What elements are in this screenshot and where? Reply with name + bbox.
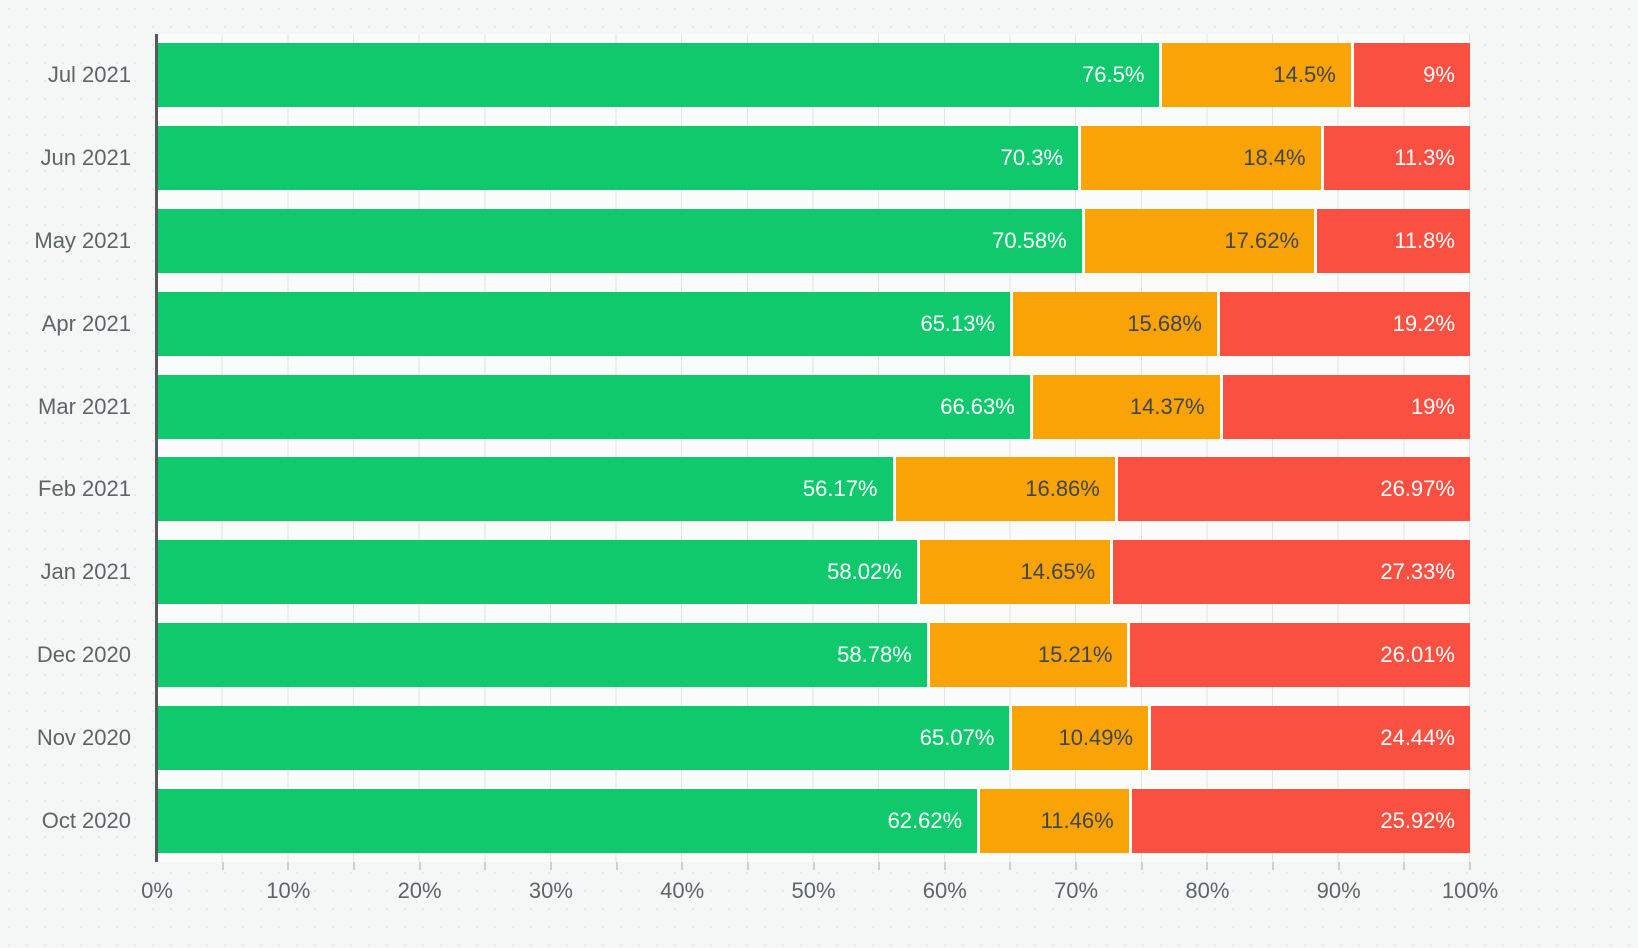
y-axis-label: Jan 2021 — [40, 559, 131, 585]
orange-segment[interactable]: 15.21% — [929, 623, 1128, 687]
x-axis-tick — [1075, 862, 1078, 870]
y-axis-label: Mar 2021 — [38, 393, 131, 419]
green-segment[interactable]: 58.78% — [157, 623, 927, 687]
x-axis-tick — [1337, 862, 1340, 870]
y-axis-line — [155, 34, 158, 862]
x-axis-tick — [943, 862, 946, 870]
bar-row: 56.17% 16.86% 26.97% — [157, 457, 1470, 522]
red-segment[interactable]: 26.01% — [1130, 623, 1470, 687]
bar-row: 58.78% 15.21% 26.01% — [157, 623, 1470, 687]
red-segment[interactable]: 25.92% — [1131, 788, 1470, 853]
x-axis-tick — [812, 862, 815, 870]
orange-segment[interactable]: 18.4% — [1081, 126, 1321, 191]
green-segment[interactable]: 62.62% — [157, 788, 978, 853]
orange-segment[interactable]: 14.5% — [1162, 43, 1351, 108]
y-axis-label: Jul 2021 — [47, 62, 131, 88]
plot-area: 76.5% 14.5% 9% 70.3% 18.4% 11.3% 70.58% 17.62% 1… — [157, 34, 1471, 862]
green-segment[interactable]: 76.5% — [157, 43, 1160, 108]
red-segment[interactable]: 11.8% — [1317, 209, 1470, 273]
orange-segment[interactable]: 14.65% — [919, 540, 1111, 605]
bar-row: 70.3% 18.4% 11.3% — [157, 126, 1470, 191]
x-axis-tick-label: 100% — [1441, 878, 1499, 903]
green-segment[interactable]: 65.13% — [157, 291, 1011, 356]
red-segment[interactable]: 27.33% — [1113, 540, 1470, 605]
y-axis-label: Nov 2020 — [36, 724, 131, 750]
orange-segment[interactable]: 15.68% — [1013, 291, 1217, 356]
orange-segment[interactable]: 10.49% — [1012, 705, 1149, 770]
x-axis-tick — [484, 862, 487, 870]
red-segment[interactable]: 19.2% — [1219, 291, 1471, 356]
x-axis-tick-label: 50% — [791, 878, 836, 903]
red-segment[interactable]: 24.44% — [1151, 705, 1470, 770]
orange-segment[interactable]: 17.62% — [1084, 209, 1315, 273]
x-axis-tick-label: 90% — [1316, 878, 1361, 903]
green-segment[interactable]: 70.3% — [157, 126, 1079, 191]
x-axis-tick-label: 20% — [397, 878, 442, 903]
orange-segment[interactable]: 11.46% — [980, 788, 1129, 853]
green-segment[interactable]: 56.17% — [157, 457, 893, 522]
x-axis-tick — [221, 862, 224, 870]
x-axis-tick — [1206, 862, 1209, 870]
x-axis-tick — [615, 862, 618, 870]
x-axis-tick — [287, 862, 290, 870]
red-segment[interactable]: 9% — [1353, 43, 1470, 108]
bar-row: 66.63% 14.37% 19% — [157, 374, 1470, 439]
x-axis-tick-label: 10% — [266, 878, 311, 903]
x-axis-tick — [1272, 862, 1275, 870]
green-segment[interactable]: 58.02% — [157, 540, 917, 605]
y-axis-label: Jun 2021 — [40, 145, 131, 171]
green-segment[interactable]: 65.07% — [157, 705, 1010, 770]
y-axis-label: Dec 2020 — [36, 642, 131, 667]
bar-row: 76.5% 14.5% 9% — [157, 43, 1470, 108]
x-axis-tick — [549, 862, 552, 870]
y-axis-label: May 2021 — [34, 228, 131, 253]
x-axis-tick-label: 0% — [141, 878, 173, 903]
bar-row: 65.13% 15.68% 19.2% — [157, 291, 1471, 356]
x-axis-tick — [1403, 862, 1406, 870]
x-axis-tick — [1469, 862, 1471, 870]
green-segment[interactable]: 70.58% — [157, 209, 1082, 273]
bar-row: 70.58% 17.62% 11.8% — [157, 209, 1470, 273]
x-axis-tick — [418, 862, 421, 870]
bar-row: 65.07% 10.49% 24.44% — [157, 705, 1470, 770]
y-axis-label: Oct 2020 — [41, 807, 131, 833]
orange-segment[interactable]: 14.37% — [1032, 374, 1220, 439]
x-axis-tick-label: 80% — [1185, 878, 1230, 903]
x-axis-tick — [746, 862, 749, 870]
x-axis-tick — [1009, 862, 1012, 870]
red-segment[interactable]: 26.97% — [1117, 457, 1470, 522]
x-axis-tick-label: 60% — [922, 878, 967, 903]
y-axis-label: Feb 2021 — [38, 476, 131, 502]
x-axis-tick-label: 70% — [1054, 878, 1099, 903]
x-axis-tick — [1140, 862, 1143, 870]
green-segment[interactable]: 66.63% — [157, 374, 1030, 439]
y-axis-label: Apr 2021 — [41, 310, 131, 336]
x-axis-tick-label: 40% — [660, 878, 705, 903]
x-axis-tick-label: 30% — [528, 878, 573, 903]
x-axis-tick — [878, 862, 881, 870]
x-axis-tick — [681, 862, 684, 870]
bar-row: 62.62% 11.46% 25.92% — [157, 788, 1470, 853]
bar-row: 58.02% 14.65% 27.33% — [157, 540, 1470, 605]
x-axis-tick — [352, 862, 355, 870]
red-segment[interactable]: 11.3% — [1323, 126, 1470, 191]
orange-segment[interactable]: 16.86% — [895, 457, 1115, 522]
red-segment[interactable]: 19% — [1222, 374, 1470, 439]
